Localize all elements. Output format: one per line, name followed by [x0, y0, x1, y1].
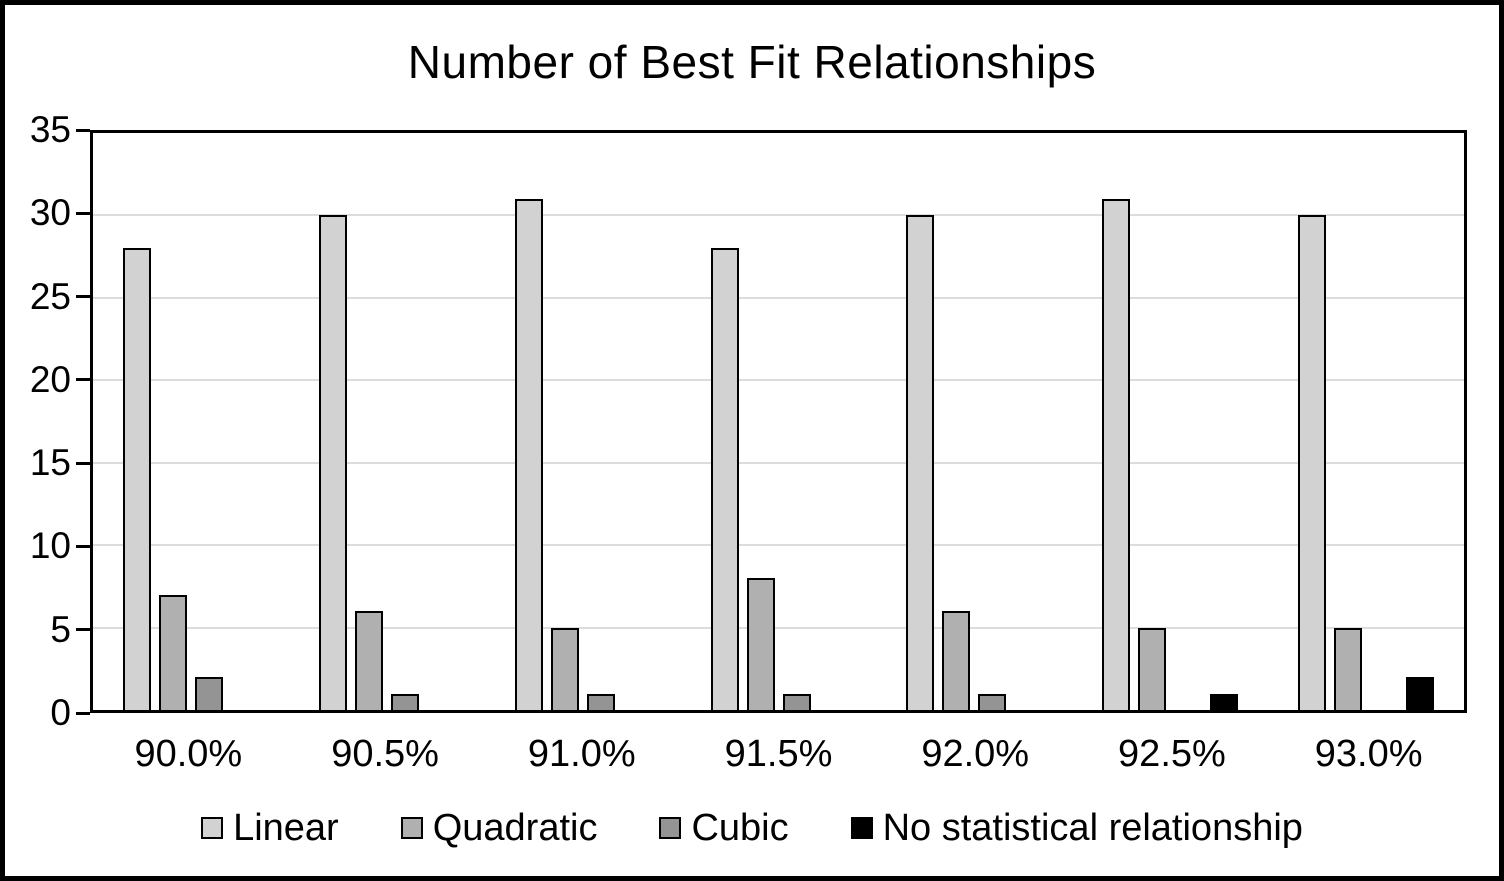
legend-swatch-icon [659, 817, 682, 839]
legend-item-quadratic: Quadratic [400, 806, 598, 850]
bar-quadratic-92-0 [942, 611, 971, 710]
y-tick-30 [76, 211, 90, 215]
bar-linear-91-0 [514, 198, 543, 710]
y-tick-15 [76, 461, 90, 465]
y-axis-label-0: 0 [50, 692, 71, 733]
x-axis-label-93-0: 93.0% [1314, 733, 1423, 775]
y-axis-label-5: 5 [50, 608, 71, 650]
bar-cubic-92-0 [978, 693, 1007, 710]
legend-swatch-icon [400, 817, 423, 839]
bar-group-92-5 [1072, 133, 1268, 710]
bar-quadratic-91-5 [746, 578, 775, 710]
legend-label: No statistical relationship [882, 806, 1303, 849]
x-axis-label-91-5: 91.5% [724, 733, 833, 775]
bar-group-91-5 [681, 133, 877, 710]
bar-linear-93-0 [1298, 215, 1327, 710]
x-axis-label-91-0: 91.0% [527, 733, 636, 775]
y-axis-label-35: 35 [29, 109, 71, 150]
bar-cubic-91-5 [782, 693, 811, 710]
bar-group-92-0 [876, 133, 1072, 710]
y-tick-0 [76, 711, 90, 715]
legend-label: Quadratic [432, 806, 598, 849]
bar-cubic-90-0 [194, 677, 223, 710]
bar-linear-90-5 [318, 215, 347, 710]
legend-label: Linear [233, 806, 339, 849]
gridline-10 [93, 544, 1464, 547]
legend-item-no-statistical-relationship: No statistical relationship [850, 806, 1303, 850]
legend-item-linear: Linear [201, 807, 339, 850]
bar-quadratic-91-0 [550, 627, 579, 710]
gridline-30 [93, 214, 1464, 217]
bar-linear-91-5 [710, 248, 739, 710]
bar-groups [93, 133, 1464, 710]
bar-quadratic-92-5 [1138, 627, 1167, 710]
legend-item-cubic: Cubic [659, 806, 789, 850]
legend-swatch-icon [201, 817, 224, 839]
gridline-20 [93, 379, 1464, 382]
x-axis-label-92-0: 92.0% [921, 733, 1030, 775]
y-axis-label-15: 15 [29, 442, 71, 484]
legend-label: Cubic [691, 806, 789, 849]
gridline-25 [93, 296, 1464, 299]
legend: Linear Quadratic Cubic No statistical relat… [5, 802, 1499, 854]
x-axis-label-90-0: 90.0% [134, 733, 243, 775]
gridline-15 [93, 461, 1464, 464]
bar-group-91-0 [485, 133, 681, 710]
bar-group-90-0 [93, 133, 289, 710]
y-tick-20 [76, 378, 90, 382]
bar-quadratic-90-5 [354, 611, 383, 710]
y-axis-label-25: 25 [29, 275, 71, 317]
bar-quadratic-90-0 [158, 594, 187, 710]
bar-linear-90-0 [122, 248, 151, 710]
bar-group-90-5 [289, 133, 485, 710]
bar-group-93-0 [1268, 133, 1464, 710]
bar-cubic-90-5 [390, 693, 419, 710]
y-tick-5 [76, 628, 90, 632]
plot-area [90, 130, 1467, 713]
legend-swatch-icon [850, 817, 873, 839]
gridline-5 [93, 626, 1464, 629]
bar-cubic-91-0 [586, 693, 615, 710]
y-tick-35 [76, 128, 90, 132]
x-axis-label-90-5: 90.5% [331, 733, 439, 775]
y-axis-label-30: 30 [29, 192, 71, 234]
chart-title: Number of Best Fit Relationships [407, 36, 1097, 88]
x-axis-label-92-5: 92.5% [1118, 733, 1226, 775]
y-tick-10 [76, 544, 90, 548]
bar-linear-92-5 [1102, 198, 1131, 710]
y-axis-label-20: 20 [29, 358, 71, 400]
bar-no-statistical-relationship-93-0 [1406, 677, 1435, 710]
y-tick-25 [76, 295, 90, 299]
bar-quadratic-93-0 [1334, 627, 1363, 710]
bar-no-statistical-relationship-92-5 [1210, 693, 1239, 710]
bar-linear-92-0 [906, 215, 935, 710]
y-axis-label-10: 10 [29, 525, 71, 567]
